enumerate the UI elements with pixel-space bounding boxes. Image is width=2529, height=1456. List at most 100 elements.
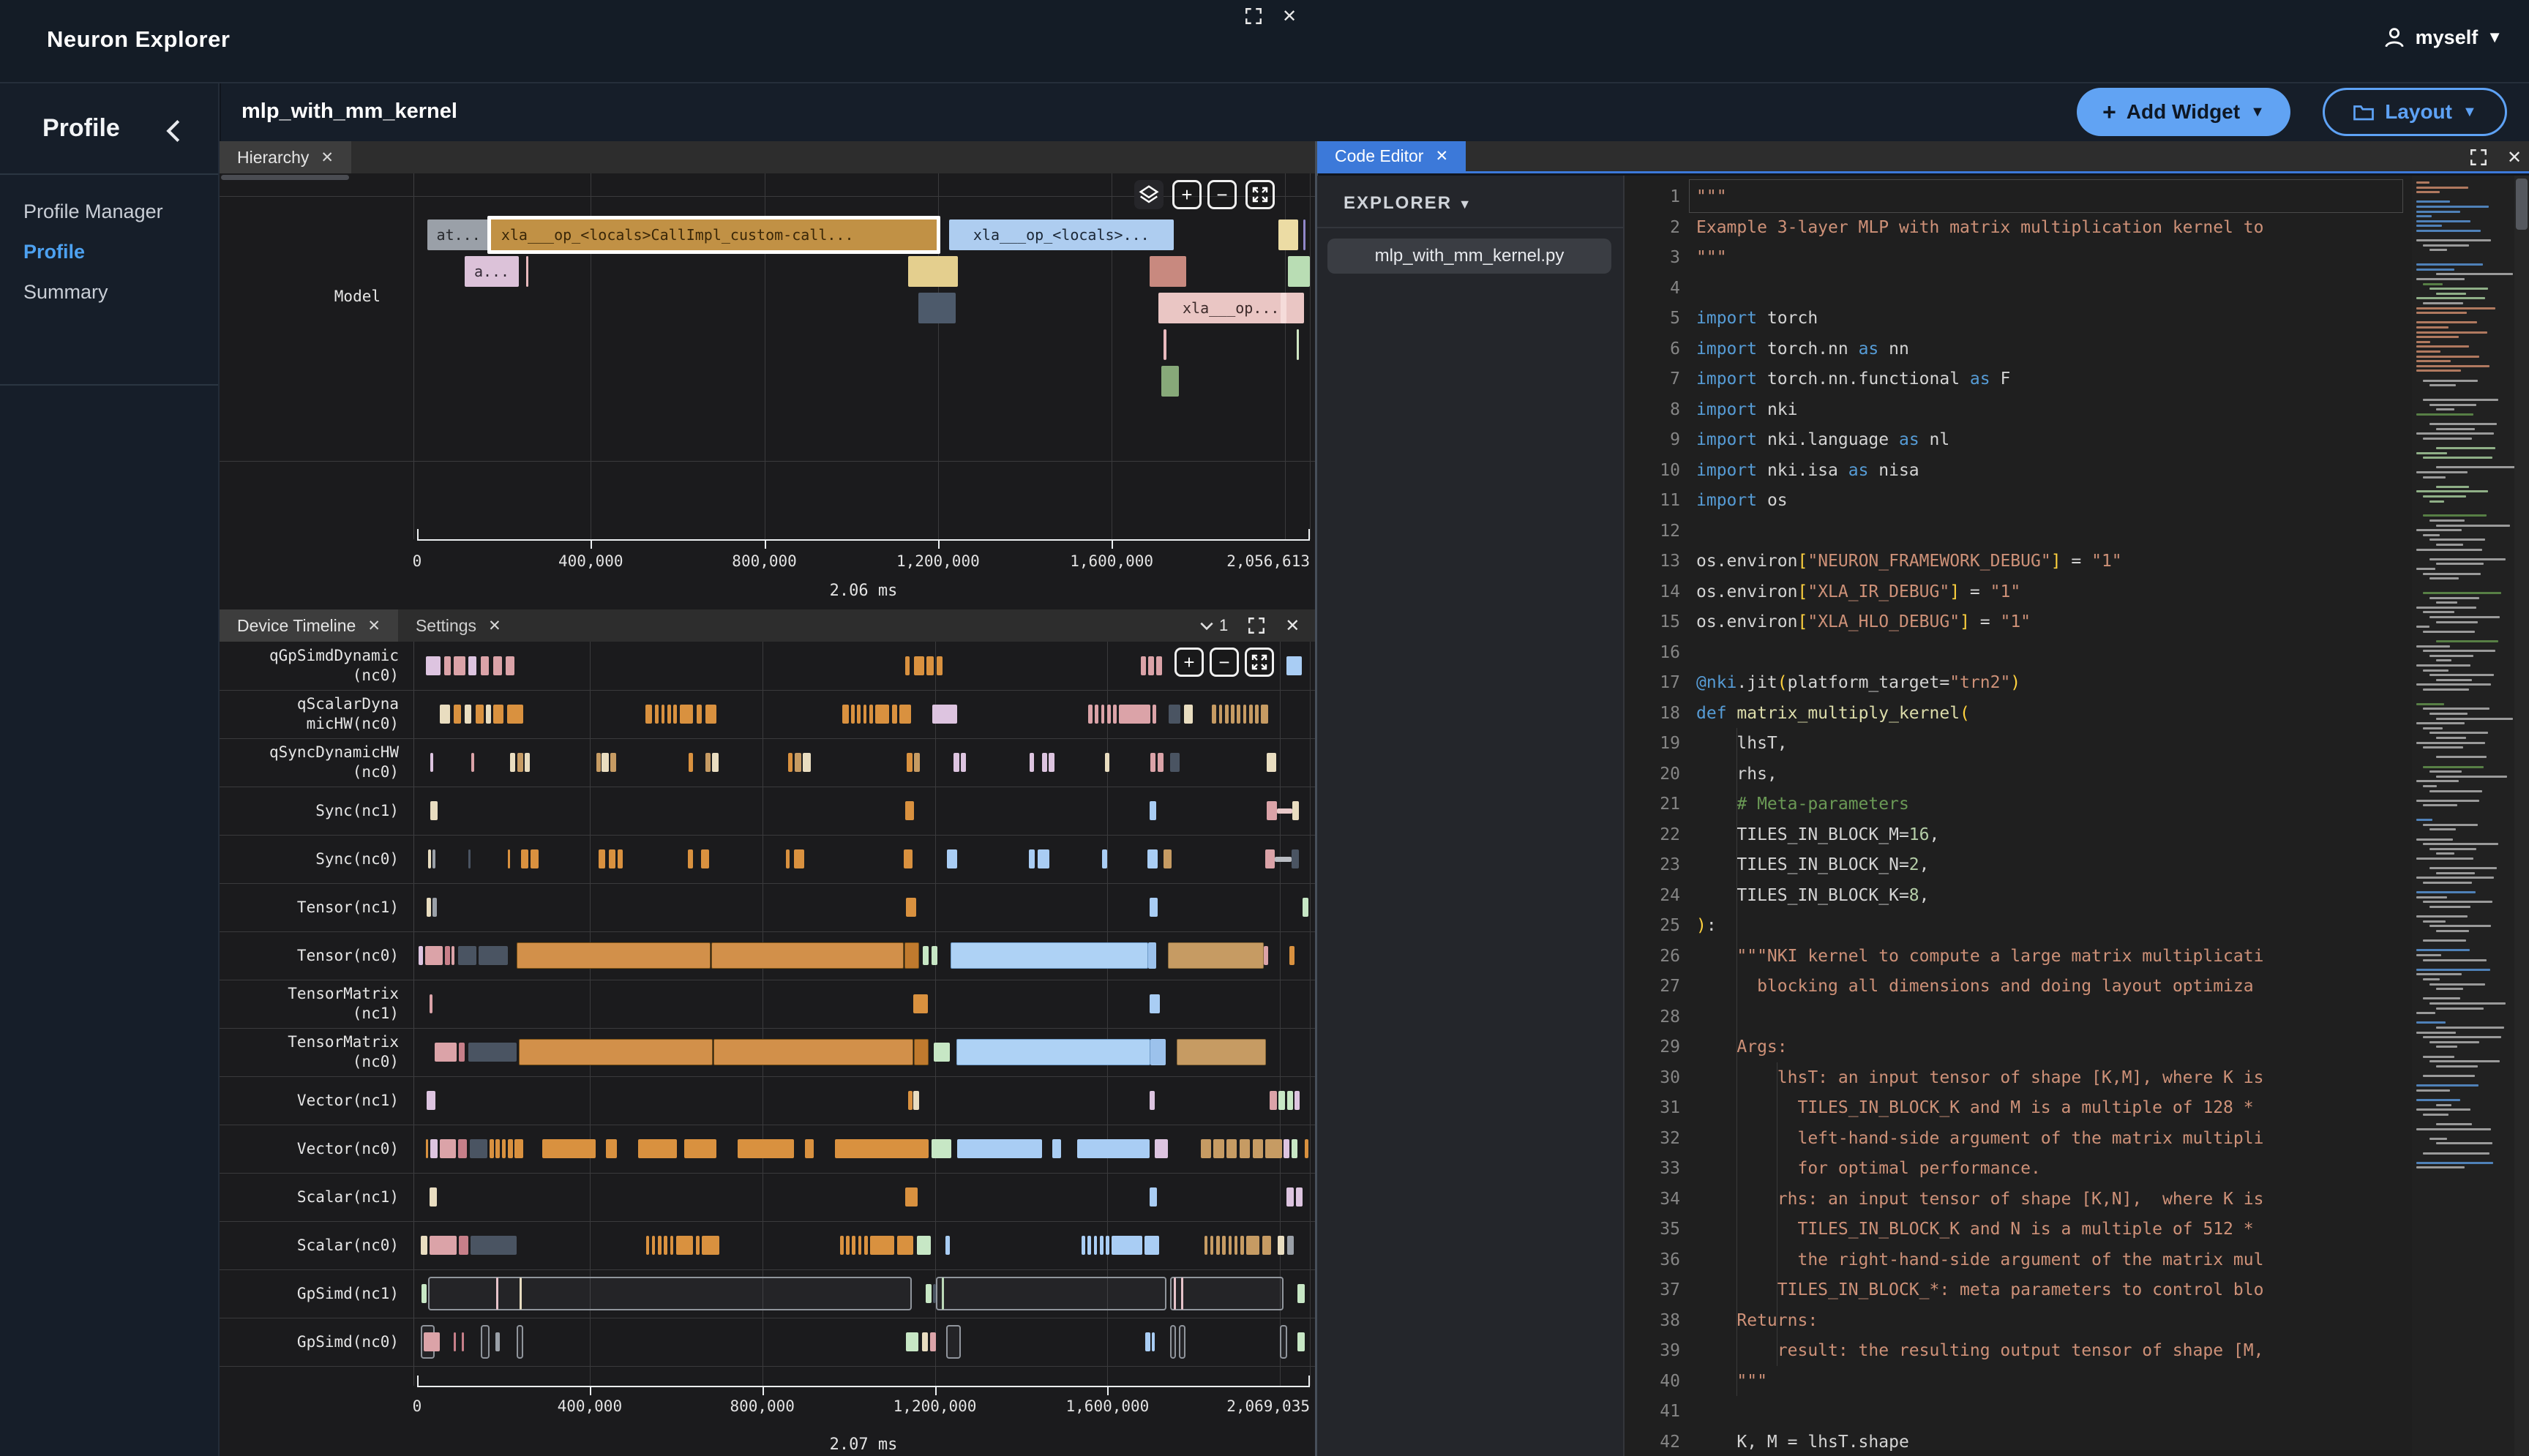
expand-icon[interactable] <box>1244 7 1263 26</box>
timeline-segment[interactable] <box>1144 1236 1160 1255</box>
timeline-segment[interactable] <box>509 753 516 772</box>
timeline-segment[interactable] <box>794 753 801 772</box>
timeline-segment[interactable] <box>675 1236 694 1255</box>
timeline-segment[interactable] <box>428 1277 912 1310</box>
timeline-segment[interactable] <box>1286 656 1302 675</box>
timeline-segment[interactable] <box>1168 705 1181 724</box>
timeline-segment[interactable] <box>689 753 694 772</box>
timeline-segment[interactable] <box>1077 1139 1150 1158</box>
timeline-segment[interactable] <box>1265 1139 1283 1158</box>
timeline-segment[interactable] <box>506 705 524 724</box>
tab-settings[interactable]: Settings ✕ <box>398 609 519 642</box>
timeline-segment[interactable] <box>1087 1236 1091 1255</box>
timeline-segment[interactable] <box>1218 705 1223 724</box>
timeline-segment[interactable] <box>904 849 913 868</box>
timeline-segment[interactable] <box>637 1139 677 1158</box>
timeline-segment[interactable] <box>439 1139 457 1158</box>
timeline-segment[interactable] <box>1102 849 1108 868</box>
timeline-segment[interactable] <box>1224 705 1229 724</box>
timeline-segment[interactable] <box>1280 1325 1287 1359</box>
timeline-segment[interactable] <box>1255 705 1259 724</box>
timeline-segment[interactable] <box>916 1236 931 1255</box>
timeline-segment[interactable] <box>914 1039 929 1065</box>
timeline-segment[interactable] <box>481 1325 490 1359</box>
timeline-segment[interactable] <box>1150 1039 1166 1065</box>
timeline-segment[interactable] <box>458 1043 465 1062</box>
hscrollbar-thumb[interactable] <box>221 175 349 180</box>
timeline-segment[interactable] <box>852 1236 856 1255</box>
close-icon[interactable]: ✕ <box>321 149 334 166</box>
zoom-in-button[interactable]: + <box>1174 648 1204 677</box>
timeline-segment[interactable] <box>683 1139 716 1158</box>
timeline-segment[interactable] <box>913 994 928 1013</box>
timeline-segment[interactable] <box>454 1332 457 1351</box>
timeline-segment[interactable] <box>1150 898 1158 917</box>
timeline-segment[interactable] <box>1276 808 1292 814</box>
timeline-segment[interactable] <box>1173 1277 1176 1310</box>
timeline-block[interactable] <box>1164 329 1166 360</box>
timeline-segment[interactable] <box>1269 1091 1277 1110</box>
timeline-segment[interactable] <box>664 1236 667 1255</box>
timeline-segment[interactable] <box>802 753 811 772</box>
explorer-header[interactable]: EXPLORER ▼ <box>1344 193 1473 214</box>
timeline-segment[interactable] <box>1291 849 1300 868</box>
timeline-segment[interactable] <box>929 1332 937 1351</box>
expand-button[interactable] <box>1245 180 1275 209</box>
timeline-segment[interactable] <box>507 849 511 868</box>
timeline-segment[interactable] <box>645 1236 650 1255</box>
close-icon[interactable]: ✕ <box>1435 148 1449 165</box>
timeline-segment[interactable] <box>418 946 424 965</box>
timeline-segment[interactable] <box>429 994 433 1013</box>
timeline-segment[interactable] <box>953 753 959 772</box>
timeline-segment[interactable] <box>610 753 617 772</box>
timeline-block[interactable] <box>918 293 956 323</box>
timeline-segment[interactable] <box>1278 1236 1285 1255</box>
timeline-segment[interactable] <box>1252 1139 1263 1158</box>
timeline-segment[interactable] <box>1246 1236 1259 1255</box>
timeline-segment[interactable] <box>651 1236 656 1255</box>
timeline-block[interactable]: a... <box>465 256 519 287</box>
timeline-segment[interactable] <box>471 753 474 772</box>
timeline-segment[interactable] <box>947 849 957 868</box>
timeline-segment[interactable] <box>1284 1139 1290 1158</box>
timeline-segment[interactable] <box>1286 1187 1295 1207</box>
timeline-segment[interactable] <box>501 1139 506 1158</box>
timeline-segment[interactable] <box>516 942 711 969</box>
timeline-segment[interactable] <box>496 1277 499 1310</box>
timeline-segment[interactable] <box>960 753 967 772</box>
timeline-segment[interactable] <box>1169 753 1180 772</box>
timeline-segment[interactable] <box>1156 656 1163 675</box>
timeline-segment[interactable] <box>1037 849 1050 868</box>
timeline-segment[interactable] <box>1152 1332 1155 1351</box>
timeline-segment[interactable] <box>430 801 438 820</box>
timeline-segment[interactable] <box>1262 1236 1272 1255</box>
timeline-segment[interactable] <box>531 849 539 868</box>
expand-button[interactable] <box>1245 648 1274 677</box>
timeline-segment[interactable] <box>1147 656 1154 675</box>
timeline-segment[interactable] <box>444 946 450 965</box>
timeline-segment[interactable] <box>936 656 943 675</box>
timeline-segment[interactable] <box>914 656 924 675</box>
timeline-block[interactable] <box>1161 366 1180 397</box>
timeline-segment[interactable] <box>1157 753 1164 772</box>
close-icon[interactable]: ✕ <box>367 617 381 634</box>
timeline-segment[interactable] <box>1286 1236 1295 1255</box>
timeline-segment[interactable] <box>478 946 508 965</box>
timeline-segment[interactable] <box>794 849 804 868</box>
timeline-segment[interactable] <box>1239 1139 1250 1158</box>
expand-icon[interactable] <box>1247 616 1266 635</box>
timeline-segment[interactable] <box>1030 753 1035 772</box>
timeline-segment[interactable] <box>608 849 615 868</box>
timeline-segment[interactable] <box>1087 705 1093 724</box>
timeline-segment[interactable] <box>1297 1332 1305 1351</box>
timeline-segment[interactable] <box>1267 753 1276 772</box>
timeline-segment[interactable] <box>1049 753 1055 772</box>
timeline-segment[interactable] <box>863 705 867 724</box>
timeline-segment[interactable] <box>1099 1236 1104 1255</box>
timeline-segment[interactable] <box>1234 1236 1238 1255</box>
timeline-segment[interactable] <box>658 1236 662 1255</box>
timeline-segment[interactable] <box>1297 1284 1305 1303</box>
code-minimap[interactable] <box>2412 176 2514 1456</box>
timeline-block[interactable]: xla___op... <box>1158 293 1304 323</box>
timeline-segment[interactable] <box>434 1043 457 1062</box>
